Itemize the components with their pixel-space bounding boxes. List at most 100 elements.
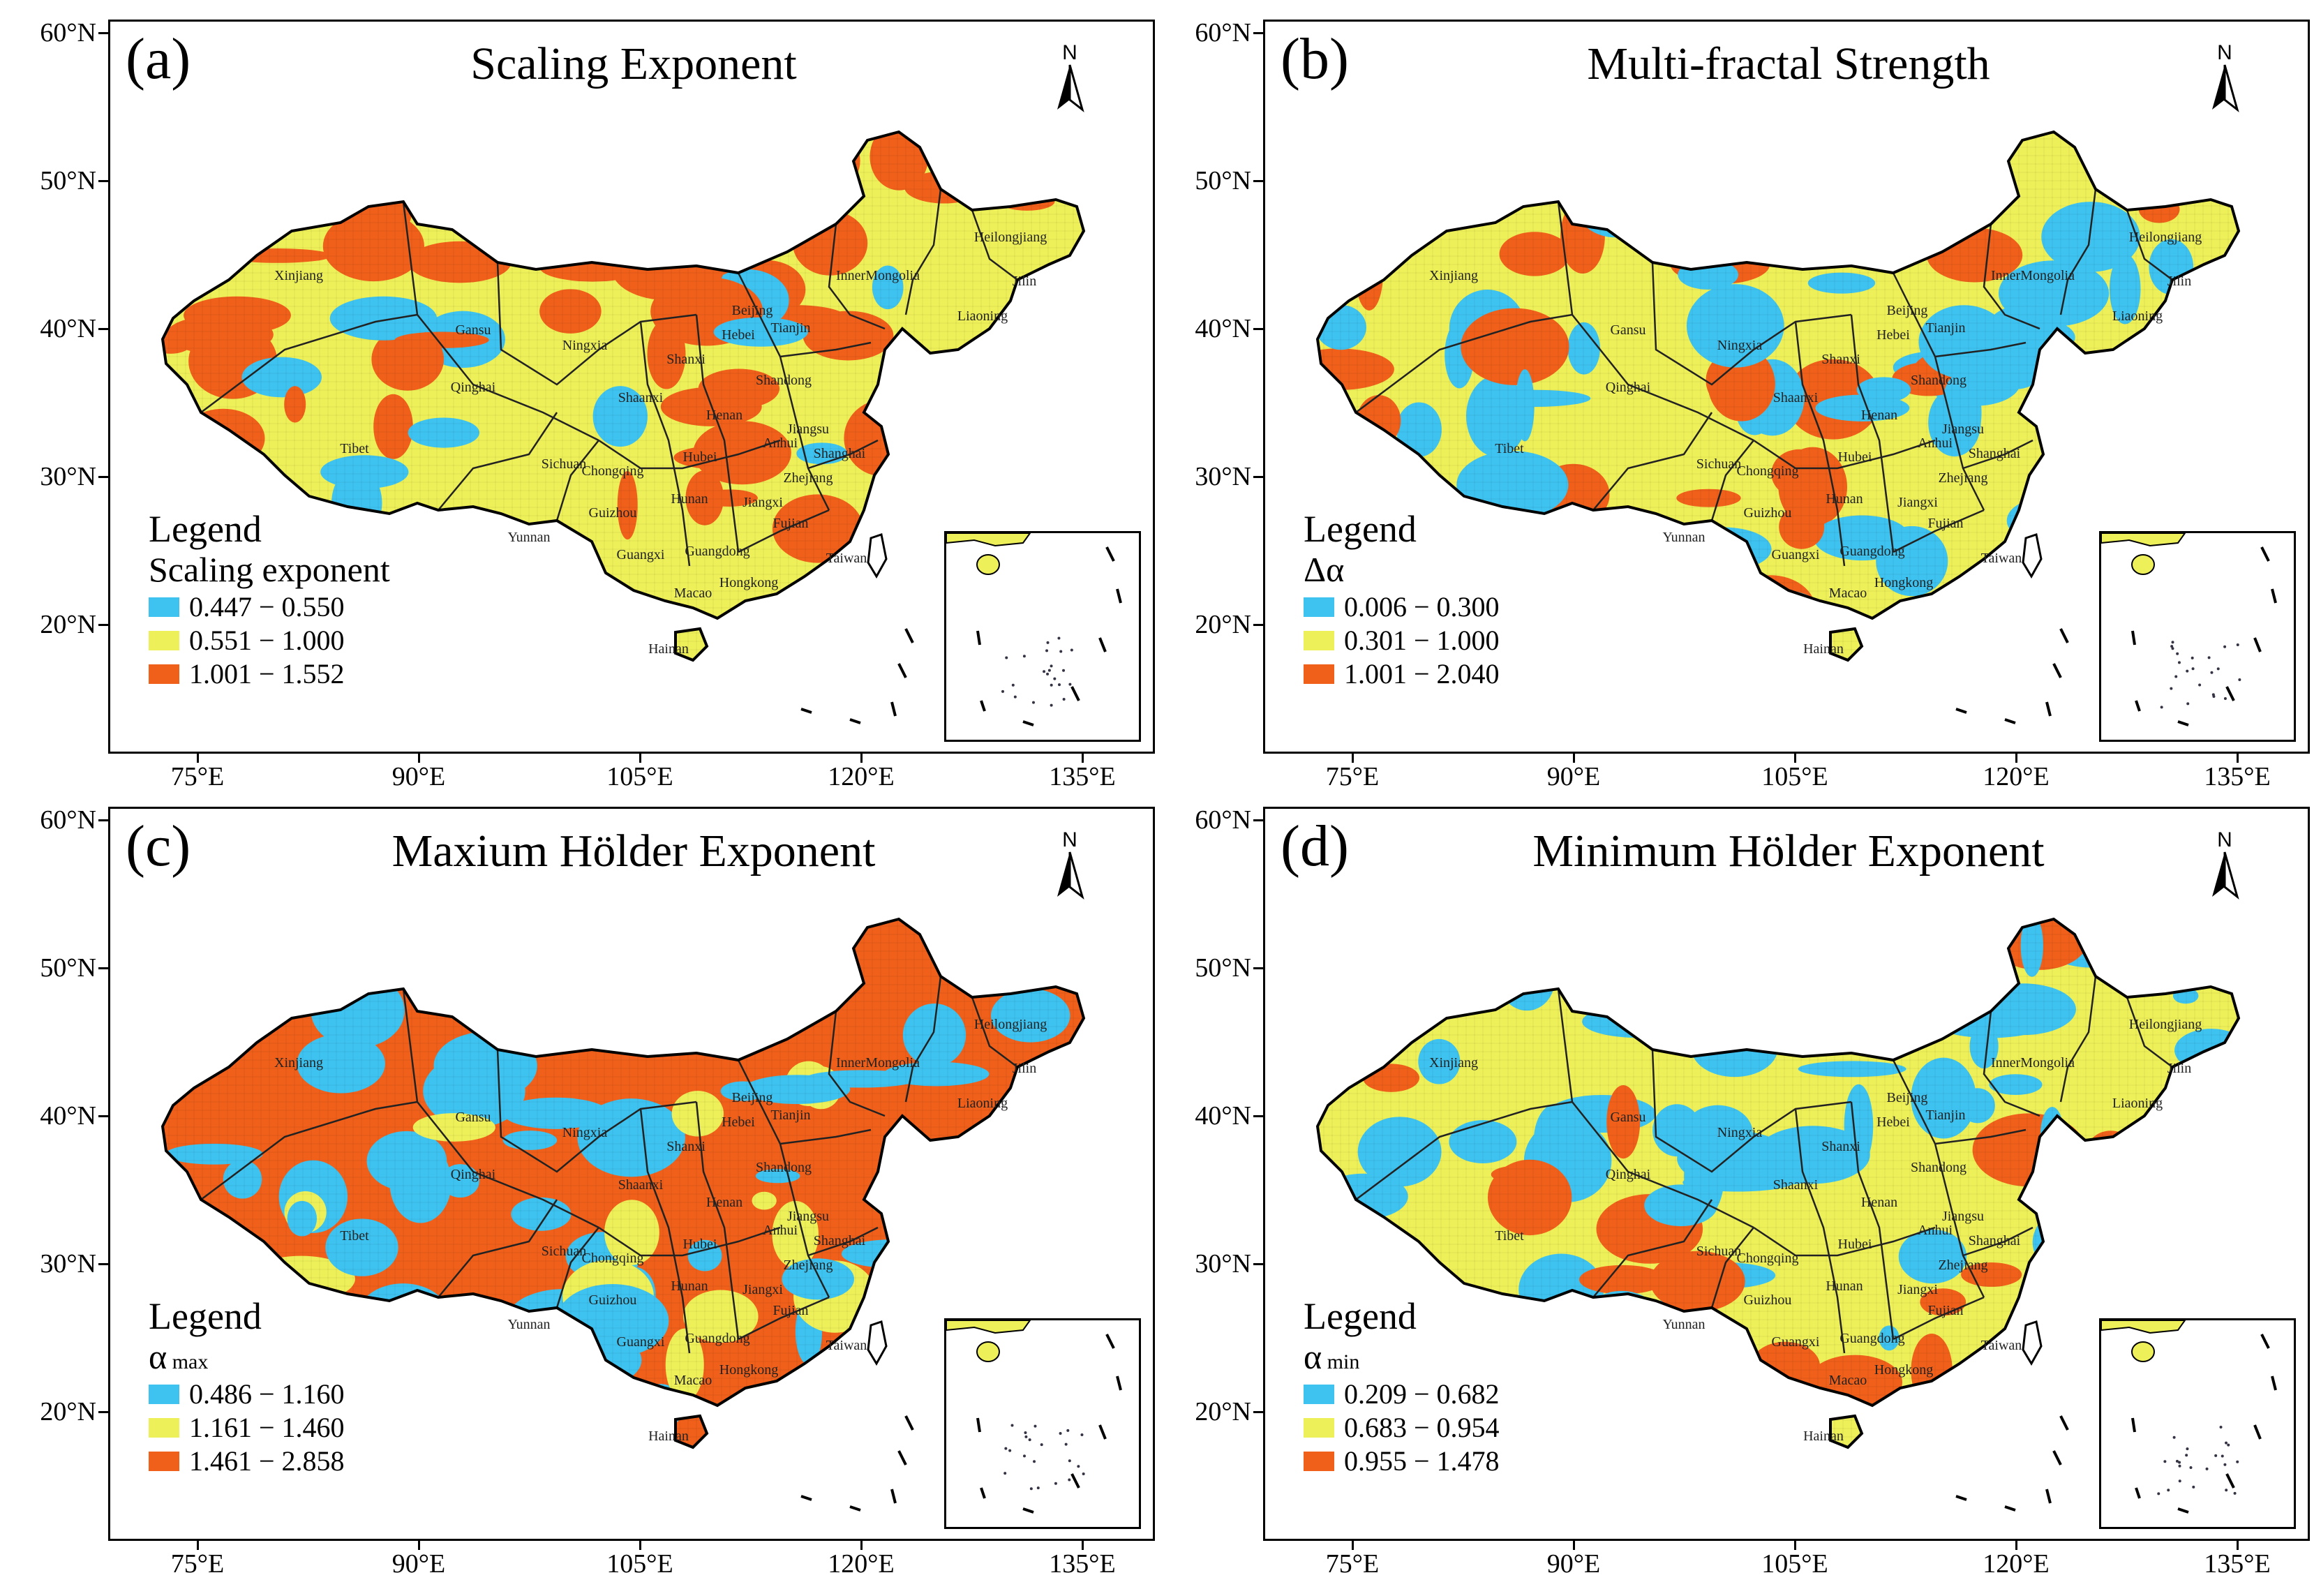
province-boundary — [779, 341, 872, 358]
province-label: Macao — [1829, 1373, 1867, 1388]
province-boundary — [1850, 314, 1895, 553]
province-label: Qinghai — [1606, 380, 1651, 395]
dash-line — [890, 1489, 897, 1504]
province-label: Yunnan — [507, 530, 550, 545]
longitude-tick-label: 105°E — [1761, 762, 1828, 791]
province-label: Taiwan — [826, 551, 867, 566]
raster-cluster-low — [1798, 1061, 1906, 1077]
raster-cluster-high — [462, 132, 511, 178]
dash-line — [2059, 628, 2069, 643]
longitude-tick-label: 135°E — [2204, 762, 2271, 791]
legend-title: Legend — [149, 508, 262, 550]
raster-cluster-high — [1014, 449, 1043, 478]
legend-range: 0.551 − 1.000 — [189, 624, 345, 656]
latitude-tick — [1253, 819, 1263, 821]
raster-cluster-low — [1318, 1173, 1408, 1220]
legend-item: 0.301 − 1.000 — [1304, 624, 1500, 657]
dash-line — [800, 1495, 812, 1501]
province-boundary — [598, 1226, 781, 1257]
province-label: Henan — [706, 408, 742, 423]
latitude-tick — [1253, 32, 1263, 34]
legend-title: Legend — [1304, 508, 1417, 550]
legend-swatch — [1304, 1417, 1334, 1438]
raster-cluster-high — [394, 331, 489, 348]
latitude-tick — [98, 1263, 108, 1265]
legend-title: Legend — [1304, 1295, 1417, 1337]
raster-cluster-low — [2020, 919, 2043, 977]
province-label: Guangdong — [685, 1331, 749, 1346]
province-boundary — [1892, 1059, 1985, 1298]
map-title: Maxium Hölder Exponent — [391, 826, 876, 877]
legend-swatch — [149, 664, 179, 684]
map-title: Scaling Exponent — [470, 38, 797, 89]
province-label: Zhejiang — [1938, 1258, 1987, 1273]
province-label: Taiwan — [826, 1338, 867, 1353]
raster-cluster-high — [1034, 395, 1084, 477]
province-label: Xinjiang — [274, 1055, 323, 1071]
province-label: Shaanxi — [1773, 390, 1819, 405]
province-boundary — [1651, 1049, 1852, 1173]
raster-cluster-high — [618, 133, 712, 150]
raster-cluster-low — [2151, 345, 2180, 394]
legend-range: 0.955 − 1.478 — [1344, 1445, 1500, 1477]
province-boundary — [438, 412, 558, 511]
raster-cluster-low — [1992, 1387, 2066, 1407]
longitude-tick — [197, 1540, 199, 1550]
province-boundary — [737, 272, 830, 511]
latitude-tick-label: 50°N — [40, 953, 96, 983]
legend-range: 1.001 − 1.552 — [189, 657, 345, 689]
raster-cluster-low — [1318, 954, 1389, 994]
province-label: Xinjiang — [1429, 268, 1478, 283]
raster-cluster-low — [1989, 1074, 2043, 1095]
latitude-tick — [98, 328, 108, 330]
raster-cluster-low — [1515, 369, 1535, 442]
province-label: Sichuan — [542, 456, 586, 472]
raster-cluster-low — [1880, 207, 1932, 246]
raster-cluster-mid — [683, 1290, 759, 1343]
longitude-tick — [197, 753, 199, 763]
north-arrow-icon — [2212, 851, 2239, 900]
province-label: Chongqing — [582, 1251, 644, 1266]
raster-cluster-high — [1729, 132, 1784, 183]
raster-cluster-low — [502, 1097, 609, 1129]
longitude-tick — [1082, 1540, 1084, 1550]
longitude-tick-label: 120°E — [828, 1549, 895, 1579]
raster-cluster-low — [2200, 1140, 2218, 1171]
province-label: Xinjiang — [274, 268, 323, 283]
south-china-sea-inset-map — [2100, 1320, 2277, 1514]
longitude-tick — [1794, 1540, 1796, 1550]
province-boundary — [1592, 412, 1713, 511]
province-label: Guangxi — [1772, 547, 1820, 562]
latitude-tick — [1253, 967, 1263, 969]
latitude-tick-label: 60°N — [1195, 18, 1251, 47]
legend-field-name: Δα — [1304, 550, 1500, 590]
province-label: Shanghai — [814, 446, 866, 461]
province-label: Fujian — [773, 516, 808, 531]
raster-cluster-mid — [752, 1191, 777, 1210]
legend-item: 0.683 − 0.954 — [1304, 1411, 1500, 1445]
province-label: Guangxi — [1772, 1334, 1820, 1350]
china-map: Heilongjiang Jilin Liaoning InnerMongolia Xi… — [1315, 917, 2241, 1512]
province-label: Gansu — [455, 1110, 491, 1125]
legend-swatch — [149, 1384, 179, 1404]
raster-cluster-low — [1756, 1126, 1870, 1184]
panel-letter: (d) — [1281, 814, 1349, 879]
province-boundary — [807, 439, 879, 470]
longitude-tick-label: 135°E — [1049, 1549, 1116, 1579]
raster-cluster-high — [1646, 132, 1688, 165]
province-label: Hunan — [671, 491, 708, 507]
raster-cluster-low — [2064, 132, 2179, 149]
inset-frame — [944, 531, 1141, 742]
legend-item: 1.001 − 2.040 — [1304, 657, 1500, 691]
province-boundary — [639, 1108, 691, 1354]
legend-range: 1.461 − 2.858 — [189, 1445, 345, 1477]
province-boundary — [738, 509, 830, 553]
raster-cluster-high — [1499, 232, 1570, 276]
raster-cluster-low — [1652, 200, 1718, 219]
latitude-tick — [98, 1115, 108, 1117]
province-boundary — [555, 440, 599, 521]
province-label: Jiangsu — [1942, 1209, 1984, 1224]
province-label: Shanghai — [1969, 446, 2021, 461]
raster-cluster-low — [1589, 1369, 1609, 1407]
raster-cluster-low — [1682, 1105, 1753, 1161]
